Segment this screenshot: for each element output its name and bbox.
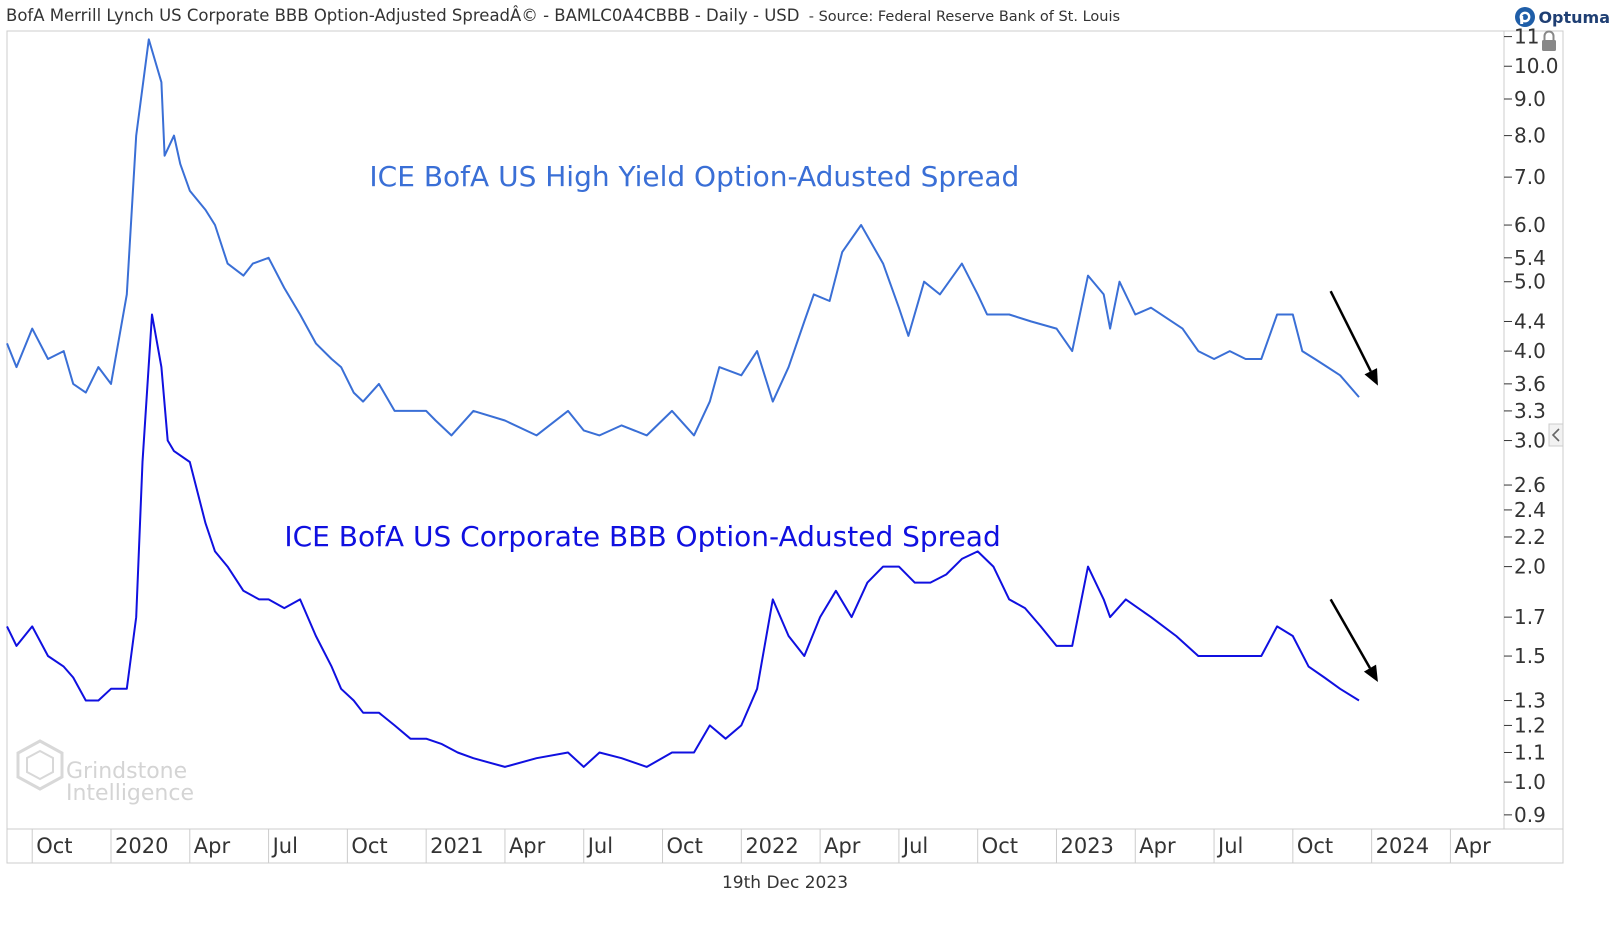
y-tick-label: 1.0: [1514, 770, 1546, 794]
trend-arrows: [1329, 290, 1378, 682]
x-tick-label: Apr: [824, 834, 861, 858]
y-tick-label: 1.3: [1514, 689, 1546, 713]
annotations: ICE BofA US High Yield Option-Adusted Sp…: [284, 160, 1019, 553]
y-tick-label: 1.2: [1514, 713, 1546, 737]
x-tick-label: 2024: [1376, 834, 1429, 858]
y-tick-label: 11: [1514, 25, 1539, 49]
series-label-bbb: ICE BofA US Corporate BBB Option-Adusted…: [284, 520, 1000, 553]
x-tick-label: Jul: [271, 834, 298, 858]
y-tick-label: 8.0: [1514, 124, 1546, 148]
chart-date: 19th Dec 2023: [721, 873, 849, 893]
x-tick-label: Oct: [36, 834, 72, 858]
y-tick-label: 10.0: [1514, 54, 1559, 78]
watermark: Grindstone Intelligence: [16, 739, 194, 806]
y-tick-label: 2.2: [1514, 525, 1546, 549]
chart-title: BofA Merrill Lynch US Corporate BBB Opti…: [6, 6, 1486, 30]
x-tick-label: Apr: [194, 834, 231, 858]
y-tick-label: 7.0: [1514, 165, 1546, 189]
x-tick-label: Jul: [1216, 834, 1243, 858]
chart-title-main: BofA Merrill Lynch US Corporate BBB Opti…: [6, 6, 800, 25]
x-tick-label: 2023: [1060, 834, 1113, 858]
series-lines: [6, 38, 1360, 768]
chart-source: - Source: Federal Reserve Bank of St. Lo…: [808, 9, 1121, 25]
x-tick-label: Jul: [901, 834, 928, 858]
x-tick-label: Oct: [1297, 834, 1333, 858]
collapse-panel-button[interactable]: [1548, 423, 1564, 447]
x-tick-label: 2022: [745, 834, 798, 858]
x-tick-label: Oct: [667, 834, 703, 858]
axis-lock-icon[interactable]: [1542, 30, 1556, 52]
x-tick-label: Apr: [1139, 834, 1176, 858]
y-axis-ticks: 11 10.0 9.0 8.0 7.0 6.0 5.45.0 4.4 4.0 3.6 3.3 3.0 2…: [1504, 25, 1559, 827]
y-tick-label: 2.0: [1514, 555, 1546, 579]
x-tick-label: Apr: [1454, 834, 1491, 858]
y-tick-label: 1.7: [1514, 605, 1546, 629]
x-axis-ticks: Oct 2020 Apr Jul Oct 2021 Apr Jul Oct 2022 Apr Jul O…: [31, 829, 1491, 863]
y-tick-label: 5.4: [1514, 246, 1546, 270]
down-arrow-icon: [1364, 368, 1378, 386]
brand-name: Optuma: [1538, 7, 1610, 27]
brand-logo: Optuma: [1515, 4, 1610, 30]
trend-arrow-line: [1329, 290, 1372, 372]
x-tick-label: 2021: [430, 834, 483, 858]
series-label-high_yield: ICE BofA US High Yield Option-Adusted Sp…: [369, 160, 1019, 193]
y-tick-label: 6.0: [1514, 213, 1546, 237]
y-tick-label: 4.0: [1514, 339, 1546, 363]
y-tick-label: 2.4: [1514, 498, 1546, 522]
y-tick-label: 3.3: [1514, 399, 1546, 423]
x-tick-label: Jul: [586, 834, 613, 858]
x-axis-panel: [6, 828, 1564, 864]
series-line-bbb: [6, 313, 1360, 768]
x-tick-label: Apr: [509, 834, 546, 858]
grindstone-logo-icon: [16, 739, 64, 791]
y-tick-label: 3.0: [1514, 429, 1546, 453]
watermark-line2: Intelligence: [66, 781, 194, 806]
y-tick-label: 1.1: [1514, 740, 1546, 764]
trend-arrow-line: [1329, 598, 1372, 669]
y-tick-label: 2.6: [1514, 473, 1546, 497]
watermark-line1: Grindstone: [66, 759, 187, 784]
x-tick-label: 2020: [115, 834, 168, 858]
down-arrow-icon: [1363, 664, 1378, 682]
y-tick-label: 1.5: [1514, 644, 1546, 668]
x-tick-label: Oct: [982, 834, 1018, 858]
y-tick-label: 4.4: [1514, 309, 1546, 333]
x-tick-label: Oct: [351, 834, 387, 858]
y-tick-label: 9.0: [1514, 87, 1546, 111]
y-tick-label: 5.0: [1514, 270, 1546, 294]
y-tick-label: 0.9: [1514, 803, 1546, 827]
grindstone-logo-inner-icon: [26, 749, 54, 781]
plot-area: [6, 30, 1505, 830]
chevron-left-icon: [1551, 428, 1560, 442]
y-tick-label: 3.6: [1514, 372, 1546, 396]
optuma-logo-icon: [1515, 7, 1536, 27]
series-line-high_yield: [6, 38, 1360, 437]
